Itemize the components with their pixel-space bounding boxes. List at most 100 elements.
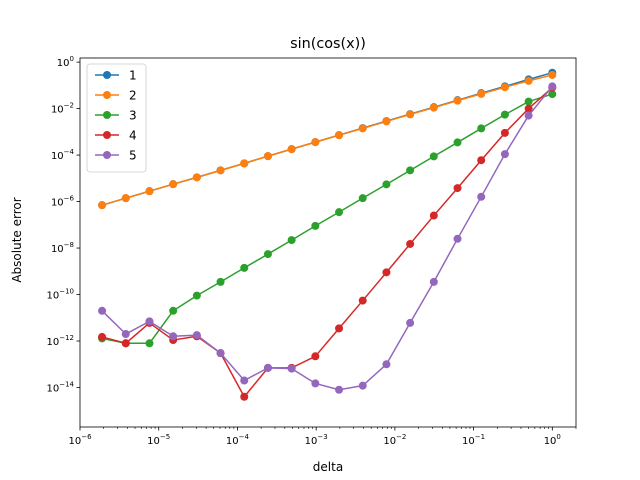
data-point bbox=[453, 184, 462, 193]
data-point bbox=[548, 90, 557, 99]
data-point bbox=[98, 306, 107, 315]
legend-marker-1 bbox=[103, 71, 111, 79]
data-point bbox=[169, 180, 178, 189]
axes-frame bbox=[79, 57, 577, 428]
y-tick-label: 10−6 bbox=[51, 195, 75, 209]
data-point bbox=[240, 376, 249, 385]
legend-marker-3 bbox=[103, 111, 111, 119]
x-tick-label: 10−4 bbox=[226, 433, 250, 447]
data-point bbox=[169, 306, 178, 315]
legend: 1 2 3 4 5 bbox=[86, 63, 147, 173]
x-axis-label: delta bbox=[313, 460, 343, 474]
series-layer bbox=[98, 68, 557, 401]
data-point bbox=[524, 97, 533, 106]
data-point bbox=[453, 96, 462, 105]
x-tick-label: 10−6 bbox=[68, 433, 92, 447]
data-point bbox=[500, 150, 509, 159]
data-point bbox=[287, 145, 296, 154]
series-line-3 bbox=[101, 93, 553, 345]
data-point bbox=[429, 152, 438, 161]
data-point bbox=[477, 156, 486, 165]
data-point bbox=[145, 339, 154, 348]
data-point bbox=[524, 76, 533, 85]
data-point bbox=[216, 349, 225, 358]
data-point bbox=[524, 111, 533, 120]
data-point bbox=[287, 236, 296, 245]
y-tick-label: 10−12 bbox=[46, 334, 74, 348]
data-point bbox=[311, 352, 320, 361]
data-point bbox=[429, 277, 438, 286]
y-axis-label: Absolute error bbox=[10, 197, 24, 282]
data-point bbox=[98, 332, 107, 341]
data-point bbox=[335, 385, 344, 394]
data-point bbox=[500, 128, 509, 137]
data-point bbox=[500, 110, 509, 119]
data-point bbox=[335, 131, 344, 140]
legend-marker-4 bbox=[103, 131, 111, 139]
data-point bbox=[169, 332, 178, 341]
data-point bbox=[453, 138, 462, 147]
data-point bbox=[192, 331, 201, 340]
y-tick-label: 10−8 bbox=[51, 241, 74, 255]
data-point bbox=[263, 250, 272, 259]
data-point bbox=[500, 83, 509, 92]
legend-box bbox=[86, 63, 147, 173]
plot-area bbox=[80, 58, 576, 427]
axes-layer: 10−6 10−5 10−4 10−3 10−2 10−1 100 10−14 10−12 10−… bbox=[46, 55, 577, 447]
legend-marker-5 bbox=[103, 151, 111, 159]
data-point bbox=[145, 187, 154, 196]
data-point bbox=[406, 166, 415, 175]
data-point bbox=[382, 268, 391, 277]
chart-title: sin(cos(x)) bbox=[290, 36, 366, 52]
data-point bbox=[429, 103, 438, 112]
data-point bbox=[121, 339, 130, 348]
x-tick-label: 100 bbox=[544, 433, 561, 447]
data-point bbox=[406, 239, 415, 248]
y-tick-label: 10−2 bbox=[51, 102, 74, 116]
data-point bbox=[477, 89, 486, 98]
data-point bbox=[358, 124, 367, 133]
series-2 bbox=[98, 70, 557, 210]
data-point bbox=[287, 364, 296, 373]
legend-label-2: 2 bbox=[129, 89, 137, 103]
data-point bbox=[263, 152, 272, 161]
data-point bbox=[358, 381, 367, 390]
x-tick-label: 10−1 bbox=[462, 433, 485, 447]
data-point bbox=[145, 317, 154, 326]
x-tick-label: 10−2 bbox=[383, 433, 406, 447]
data-point bbox=[311, 221, 320, 230]
data-point bbox=[524, 104, 533, 113]
data-point bbox=[311, 138, 320, 147]
data-point bbox=[263, 363, 272, 372]
data-point bbox=[548, 82, 557, 91]
data-point bbox=[358, 296, 367, 305]
data-point bbox=[240, 392, 249, 401]
x-tick-label: 10−5 bbox=[147, 433, 170, 447]
data-point bbox=[240, 159, 249, 168]
data-point bbox=[311, 379, 320, 388]
legend-marker-2 bbox=[103, 91, 111, 99]
data-point bbox=[98, 201, 107, 210]
legend-label-1: 1 bbox=[129, 69, 137, 83]
data-point bbox=[216, 277, 225, 286]
y-tick-label: 100 bbox=[57, 55, 74, 69]
legend-label-4: 4 bbox=[129, 129, 137, 143]
data-point bbox=[335, 208, 344, 217]
data-point bbox=[240, 263, 249, 272]
y-tick-label: 10−10 bbox=[46, 288, 74, 302]
data-point bbox=[121, 330, 130, 339]
legend-label-5: 5 bbox=[129, 149, 137, 163]
y-tick-label: 10−14 bbox=[46, 381, 74, 395]
plot-background bbox=[80, 58, 576, 427]
data-point bbox=[382, 360, 391, 369]
data-point bbox=[477, 192, 486, 201]
data-point bbox=[382, 180, 391, 189]
data-point bbox=[406, 110, 415, 119]
series-line-2 bbox=[101, 74, 553, 206]
data-point bbox=[406, 318, 415, 327]
legend-label-3: 3 bbox=[129, 109, 137, 123]
data-point bbox=[548, 70, 557, 79]
data-point bbox=[477, 124, 486, 133]
data-point bbox=[429, 211, 438, 220]
